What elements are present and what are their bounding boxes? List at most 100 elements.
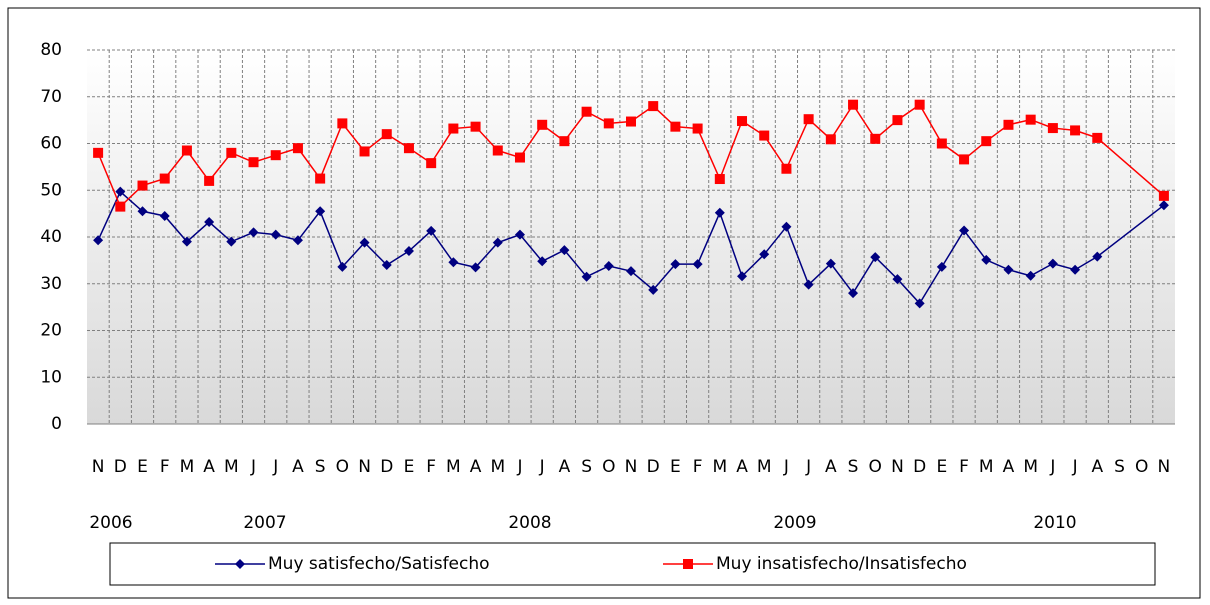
- y-tick-label: 20: [40, 321, 62, 341]
- x-tick-label: M: [446, 457, 461, 477]
- y-tick-label: 60: [40, 134, 62, 154]
- marker: [292, 235, 303, 246]
- marker: [159, 173, 170, 184]
- marker: [759, 130, 770, 141]
- marker: [315, 206, 326, 217]
- x-tick-label: D: [380, 457, 393, 477]
- marker: [670, 259, 681, 270]
- marker: [848, 288, 859, 299]
- x-tick-label: J: [539, 457, 545, 477]
- marker: [470, 121, 481, 132]
- year-label: 2006: [89, 513, 132, 533]
- x-tick-label: N: [358, 457, 371, 477]
- marker: [248, 157, 259, 168]
- marker: [936, 138, 947, 149]
- plot-area: [87, 50, 1175, 424]
- x-tick-label: M: [490, 457, 505, 477]
- x-tick-label: N: [92, 457, 105, 477]
- x-tick-label: N: [625, 457, 638, 477]
- y-tick-label: 30: [40, 274, 62, 294]
- marker: [403, 246, 414, 257]
- x-tick-label: M: [1023, 457, 1038, 477]
- x-tick-label: J: [805, 457, 811, 477]
- marker: [581, 106, 592, 117]
- marker: [381, 129, 392, 140]
- gap-connector: [1096, 204, 1165, 258]
- marker: [825, 134, 836, 145]
- legend: [109, 542, 1156, 586]
- marker: [648, 284, 659, 295]
- x-tick-label: E: [936, 457, 947, 477]
- x-tick-label: O: [336, 457, 349, 477]
- marker: [492, 237, 503, 248]
- marker: [1025, 270, 1036, 281]
- x-tick-label: S: [315, 457, 326, 477]
- marker: [381, 260, 392, 271]
- marker: [870, 133, 881, 144]
- marker: [559, 245, 570, 256]
- legend-label: Muy insatisfecho/Insatisfecho: [716, 554, 967, 574]
- marker: [848, 99, 859, 110]
- marker: [1070, 125, 1081, 136]
- x-tick-label: E: [670, 457, 681, 477]
- series-line: [97, 103, 1098, 208]
- x-tick-label: S: [1114, 457, 1125, 477]
- marker: [1092, 251, 1103, 262]
- marker: [1003, 119, 1014, 130]
- marker: [1003, 264, 1014, 275]
- marker: [959, 225, 970, 236]
- marker: [470, 262, 481, 273]
- x-tick-label: J: [1072, 457, 1078, 477]
- marker: [181, 145, 192, 156]
- x-tick-label: J: [783, 457, 789, 477]
- marker: [1025, 114, 1036, 125]
- year-label: 2007: [243, 513, 286, 533]
- marker: [626, 266, 636, 277]
- marker: [270, 229, 281, 240]
- x-tick-label: M: [712, 457, 727, 477]
- marker: [204, 217, 215, 228]
- marker: [514, 152, 525, 163]
- marker: [1047, 123, 1058, 134]
- marker: [337, 261, 348, 272]
- x-tick-label: A: [1003, 457, 1015, 477]
- marker: [115, 186, 126, 197]
- x-tick-label: O: [1135, 457, 1148, 477]
- x-tick-label: F: [426, 457, 436, 477]
- marker: [914, 99, 925, 110]
- marker: [359, 237, 370, 248]
- gap-connector: [1096, 137, 1165, 197]
- x-tick-label: D: [913, 457, 926, 477]
- marker: [448, 257, 459, 268]
- year-label: 2009: [773, 513, 816, 533]
- marker: [426, 158, 437, 169]
- marker: [514, 229, 525, 240]
- x-tick-label: M: [224, 457, 239, 477]
- marker: [93, 235, 104, 246]
- year-label: 2010: [1033, 513, 1076, 533]
- marker: [781, 221, 792, 232]
- x-tick-label: J: [1049, 457, 1055, 477]
- marker: [603, 260, 614, 271]
- legend-label: Muy satisfecho/Satisfecho: [268, 554, 490, 574]
- marker: [537, 119, 548, 130]
- x-tick-label: J: [516, 457, 522, 477]
- y-tick-label: 80: [40, 40, 62, 60]
- marker: [159, 210, 170, 221]
- marker: [981, 254, 992, 265]
- marker: [226, 147, 237, 158]
- marker: [1070, 264, 1081, 275]
- x-tick-label: S: [581, 457, 592, 477]
- marker: [492, 145, 503, 156]
- marker: [892, 274, 903, 285]
- marker: [781, 163, 792, 174]
- x-tick-label: A: [292, 457, 304, 477]
- marker: [737, 271, 748, 282]
- marker: [270, 150, 281, 161]
- x-tick-label: F: [160, 457, 170, 477]
- marker: [115, 201, 126, 212]
- marker: [936, 261, 947, 272]
- marker: [670, 121, 681, 132]
- marker: [714, 174, 725, 185]
